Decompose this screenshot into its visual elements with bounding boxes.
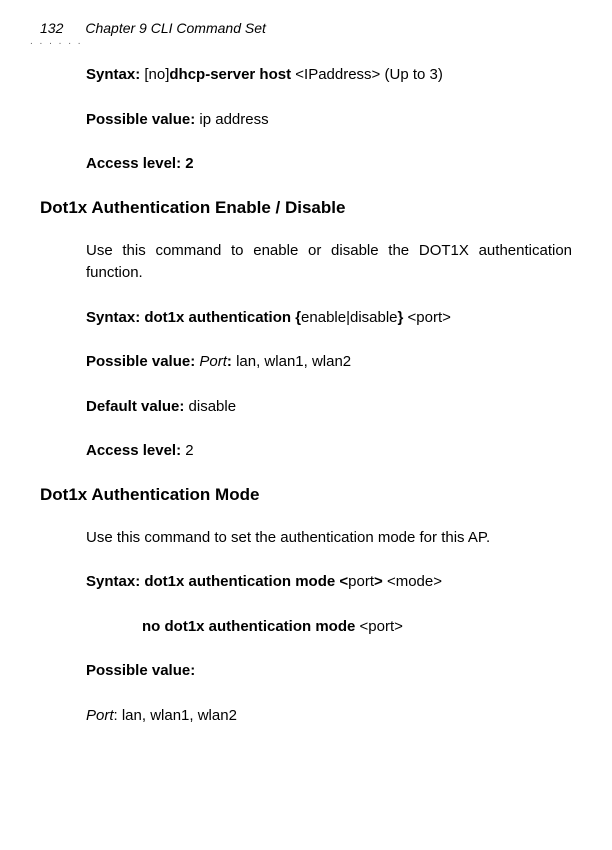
syntax-arg: <IPaddress> (Up to 3) [295, 66, 443, 83]
possible-value-line: Possible value: [86, 660, 572, 683]
syntax-line: Syntax: [no]dhcp-server host <IPaddress>… [86, 64, 572, 87]
page-container: 132 Chapter 9 CLI Command Set . . . . . … [0, 0, 612, 850]
port-param: Port [86, 707, 114, 724]
page-header: 132 Chapter 9 CLI Command Set [40, 20, 572, 36]
possible-value-line: Possible value: Port: lan, wlan1, wlan2 [86, 351, 572, 374]
syntax-cmd: dhcp-server host [169, 66, 295, 83]
heading-dot1x-mode: Dot1x Authentication Mode [40, 485, 572, 505]
syntax-no-arg: <port> [360, 618, 403, 635]
syntax-line-2: no dot1x authentication mode <port> [142, 616, 572, 639]
possible-value-param: Port [199, 353, 227, 370]
possible-value: ip address [199, 111, 268, 128]
syntax-part1: Syntax: dot1x authentication { [86, 309, 301, 326]
possible-value-label: Possible value: [86, 111, 199, 128]
possible-value-label: Possible value: [86, 353, 199, 370]
syntax-part1: Syntax: dot1x authentication mode < [86, 573, 348, 590]
access-level-label: Access level: [86, 442, 185, 459]
possible-value-label: Possible value: [86, 662, 195, 679]
access-level-line: Access level: 2 [86, 440, 572, 463]
description: Use this command to enable or disable th… [86, 240, 572, 285]
heading-dot1x-enable-disable: Dot1x Authentication Enable / Disable [40, 198, 572, 218]
access-level-value: 2 [185, 442, 193, 459]
possible-value-line: Possible value: ip address [86, 109, 572, 132]
syntax-arg: <port> [408, 309, 451, 326]
section-dot1x-mode: Use this command to set the authenticati… [86, 527, 572, 728]
port-values-line: Port: lan, wlan1, wlan2 [86, 705, 572, 728]
syntax-port: port [348, 573, 374, 590]
default-value-line: Default value: disable [86, 396, 572, 419]
syntax-part2: } [398, 309, 408, 326]
access-level: Access level: 2 [86, 155, 194, 172]
syntax-options: enable|disable [301, 309, 397, 326]
syntax-part2: > [374, 573, 387, 590]
default-value: disable [189, 398, 237, 415]
syntax-mode: <mode> [387, 573, 442, 590]
possible-value: lan, wlan1, wlan2 [236, 353, 351, 370]
syntax-no: [no] [144, 66, 169, 83]
syntax-label: Syntax: [86, 66, 144, 83]
chapter-title: Chapter 9 CLI Command Set [85, 20, 266, 36]
port-values: : lan, wlan1, wlan2 [114, 707, 237, 724]
description: Use this command to set the authenticati… [86, 527, 572, 550]
default-value-label: Default value: [86, 398, 189, 415]
section-dot1x-enable-disable: Use this command to enable or disable th… [86, 240, 572, 463]
syntax-line-1: Syntax: dot1x authentication mode <port>… [86, 571, 572, 594]
header-dots: . . . . . . [30, 36, 83, 47]
section-dhcp-server-host: Syntax: [no]dhcp-server host <IPaddress>… [86, 64, 572, 176]
syntax-no-cmd: no dot1x authentication mode [142, 618, 360, 635]
syntax-line: Syntax: dot1x authentication {enable|dis… [86, 307, 572, 330]
page-number: 132 [40, 20, 63, 36]
access-level-line: Access level: 2 [86, 153, 572, 176]
possible-value-colon: : [227, 353, 236, 370]
